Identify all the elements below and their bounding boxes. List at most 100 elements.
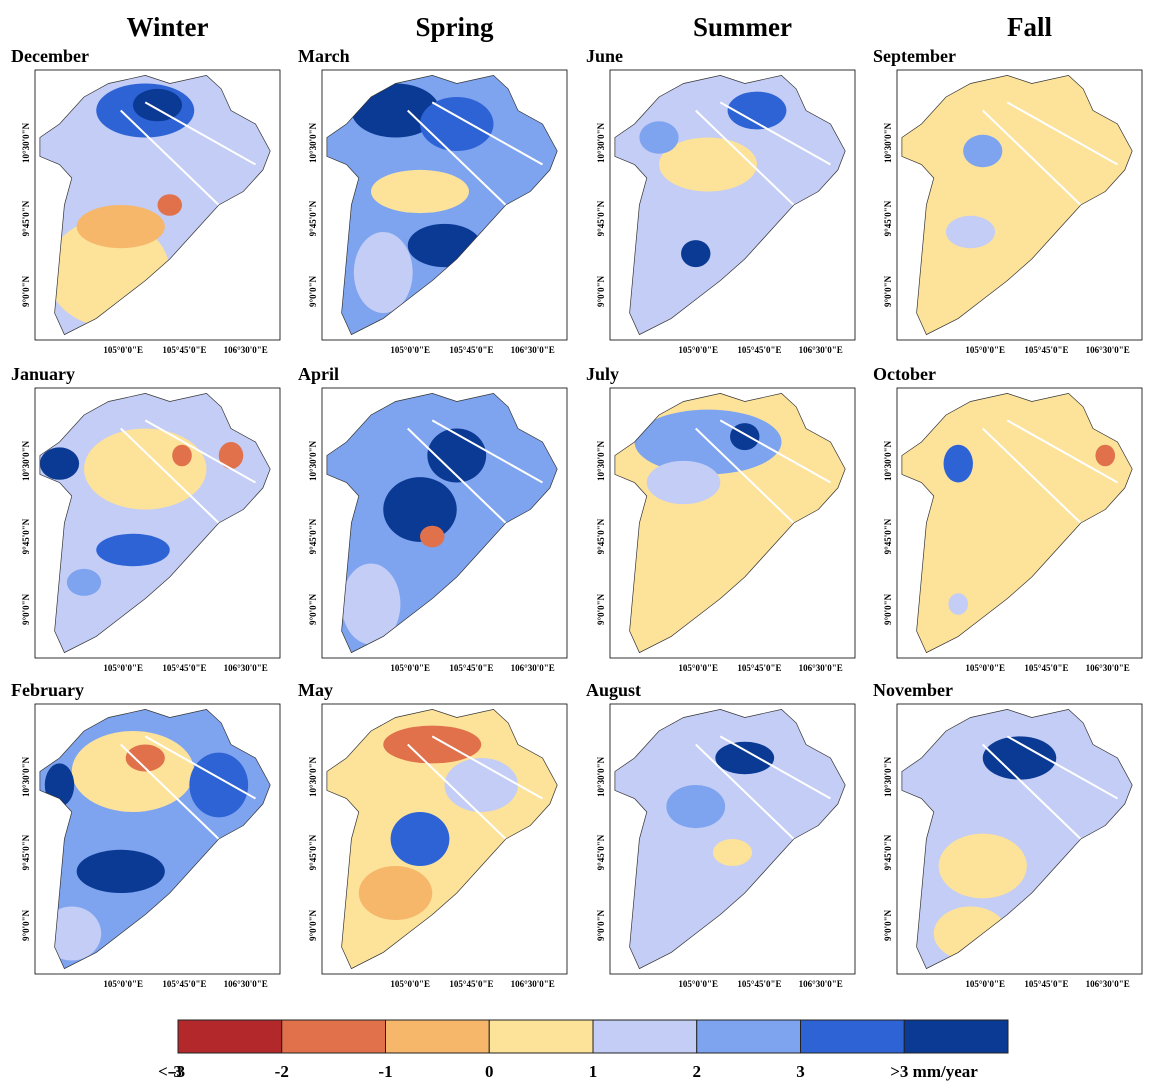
month-title: April xyxy=(298,364,339,384)
map-region xyxy=(67,569,101,596)
lon-label: 106°30'0"E xyxy=(511,345,555,355)
lon-label: 105°0'0"E xyxy=(390,979,430,989)
lat-label: 9°0'0"N xyxy=(308,909,318,941)
map-region xyxy=(647,461,721,504)
lon-label: 106°30'0"E xyxy=(799,663,843,673)
lat-label: 10°30'0"N xyxy=(596,440,606,481)
map-region xyxy=(420,97,494,151)
lon-label: 106°30'0"E xyxy=(1086,345,1130,355)
map-region xyxy=(666,785,725,828)
month-title: January xyxy=(11,364,75,384)
lon-label: 105°0'0"E xyxy=(103,663,143,673)
map-region xyxy=(420,526,445,548)
lat-label: 9°0'0"N xyxy=(596,593,606,625)
lon-label: 105°0'0"E xyxy=(965,345,1005,355)
map-region xyxy=(40,447,79,479)
legend-label: 2 xyxy=(693,1062,702,1081)
lon-label: 105°45'0"E xyxy=(449,979,493,989)
lon-label: 105°0'0"E xyxy=(390,663,430,673)
lat-label: 10°30'0"N xyxy=(21,756,31,797)
month-title: June xyxy=(586,46,623,66)
map-region xyxy=(359,866,433,920)
lon-label: 105°45'0"E xyxy=(162,979,206,989)
lon-label: 106°30'0"E xyxy=(511,979,555,989)
lat-label: 9°0'0"N xyxy=(883,275,893,307)
lon-label: 105°45'0"E xyxy=(737,979,781,989)
lat-label: 9°45'0"N xyxy=(21,518,31,554)
lon-label: 105°45'0"E xyxy=(449,663,493,673)
lat-label: 10°30'0"N xyxy=(883,440,893,481)
lat-label: 9°45'0"N xyxy=(596,200,606,236)
map-region xyxy=(354,232,413,313)
lat-label: 10°30'0"N xyxy=(596,122,606,163)
legend-label: -2 xyxy=(275,1062,289,1081)
month-title: December xyxy=(11,46,89,66)
lat-label: 9°45'0"N xyxy=(596,834,606,870)
lon-label: 106°30'0"E xyxy=(224,979,268,989)
lat-label: 9°0'0"N xyxy=(883,909,893,941)
legend-swatch xyxy=(801,1020,905,1053)
month-title: March xyxy=(298,46,350,66)
map-region xyxy=(946,216,995,248)
lat-label: 9°45'0"N xyxy=(308,518,318,554)
map-region xyxy=(189,753,248,818)
lon-label: 105°0'0"E xyxy=(965,979,1005,989)
lat-label: 10°30'0"N xyxy=(21,440,31,481)
lon-label: 106°30'0"E xyxy=(799,979,843,989)
lat-label: 9°45'0"N xyxy=(21,834,31,870)
map-region xyxy=(371,170,469,213)
lon-label: 106°30'0"E xyxy=(224,663,268,673)
lon-label: 106°30'0"E xyxy=(1086,979,1130,989)
legend-swatch xyxy=(282,1020,386,1053)
map-region xyxy=(96,534,170,566)
lat-label: 9°0'0"N xyxy=(883,593,893,625)
lat-label: 10°30'0"N xyxy=(308,756,318,797)
map-region xyxy=(730,423,759,450)
season-title: Summer xyxy=(693,12,792,42)
legend-label: 0 xyxy=(485,1062,494,1081)
map-region xyxy=(445,758,519,812)
lat-label: 9°45'0"N xyxy=(883,834,893,870)
lon-label: 105°0'0"E xyxy=(390,345,430,355)
month-title: July xyxy=(586,364,619,384)
legend-swatch xyxy=(593,1020,697,1053)
map-region xyxy=(77,850,165,893)
month-title: September xyxy=(873,46,956,66)
lon-label: 106°30'0"E xyxy=(1086,663,1130,673)
legend-label: >3 mm/year xyxy=(890,1062,978,1081)
map-region xyxy=(383,477,457,542)
lat-label: 9°45'0"N xyxy=(21,200,31,236)
lat-label: 9°45'0"N xyxy=(308,834,318,870)
lat-label: 10°30'0"N xyxy=(21,122,31,163)
lat-label: 9°0'0"N xyxy=(308,275,318,307)
map-region xyxy=(944,445,973,483)
lat-label: 10°30'0"N xyxy=(883,122,893,163)
lon-label: 105°45'0"E xyxy=(162,663,206,673)
season-title: Spring xyxy=(415,12,494,42)
lat-label: 9°0'0"N xyxy=(21,275,31,307)
lat-label: 10°30'0"N xyxy=(883,756,893,797)
lon-label: 105°45'0"E xyxy=(737,663,781,673)
season-title: Fall xyxy=(1007,12,1052,42)
map-region xyxy=(133,89,182,121)
lat-label: 10°30'0"N xyxy=(596,756,606,797)
legend-swatch xyxy=(178,1020,282,1053)
lon-label: 105°45'0"E xyxy=(1024,663,1068,673)
month-title: August xyxy=(586,680,641,700)
map-region xyxy=(963,135,1002,167)
lat-label: 9°0'0"N xyxy=(596,909,606,941)
lat-label: 9°0'0"N xyxy=(21,593,31,625)
map-region xyxy=(172,445,192,467)
lat-label: 9°0'0"N xyxy=(596,275,606,307)
month-title: February xyxy=(11,680,84,700)
legend-label: 1 xyxy=(589,1062,598,1081)
map-region xyxy=(939,834,1027,899)
lon-label: 105°45'0"E xyxy=(737,345,781,355)
lat-label: 9°45'0"N xyxy=(883,518,893,554)
map-region xyxy=(391,812,450,866)
lon-label: 105°45'0"E xyxy=(1024,979,1068,989)
lon-label: 105°45'0"E xyxy=(449,345,493,355)
lon-label: 106°30'0"E xyxy=(799,345,843,355)
map-region xyxy=(715,742,774,774)
map-region xyxy=(1095,445,1115,467)
